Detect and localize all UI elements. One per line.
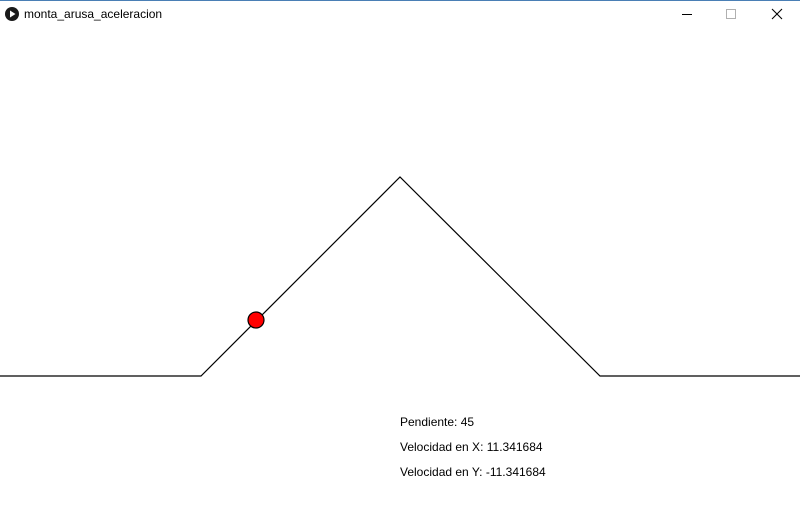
close-icon [771, 8, 783, 20]
close-button[interactable] [754, 1, 800, 28]
minimize-icon [682, 14, 692, 15]
maximize-button[interactable] [708, 1, 754, 28]
title-bar[interactable]: monta_arusa_aceleracion [0, 0, 800, 28]
velocity-y-readout: Velocidad en Y: -11.341684 [400, 465, 546, 479]
maximize-icon [726, 9, 736, 19]
scene-drawing [0, 176, 800, 377]
sketch-canvas[interactable]: Pendiente: 45 Velocidad en X: 11.341684 … [0, 28, 800, 522]
minimize-button[interactable] [664, 1, 710, 28]
roller-coaster-track [0, 176, 800, 377]
cart-ball [247, 311, 265, 329]
velocity-x-readout: Velocidad en X: 11.341684 [400, 440, 543, 454]
window-title: monta_arusa_aceleracion [24, 7, 163, 21]
slope-readout: Pendiente: 45 [400, 415, 475, 429]
processing-play-icon [5, 7, 19, 21]
